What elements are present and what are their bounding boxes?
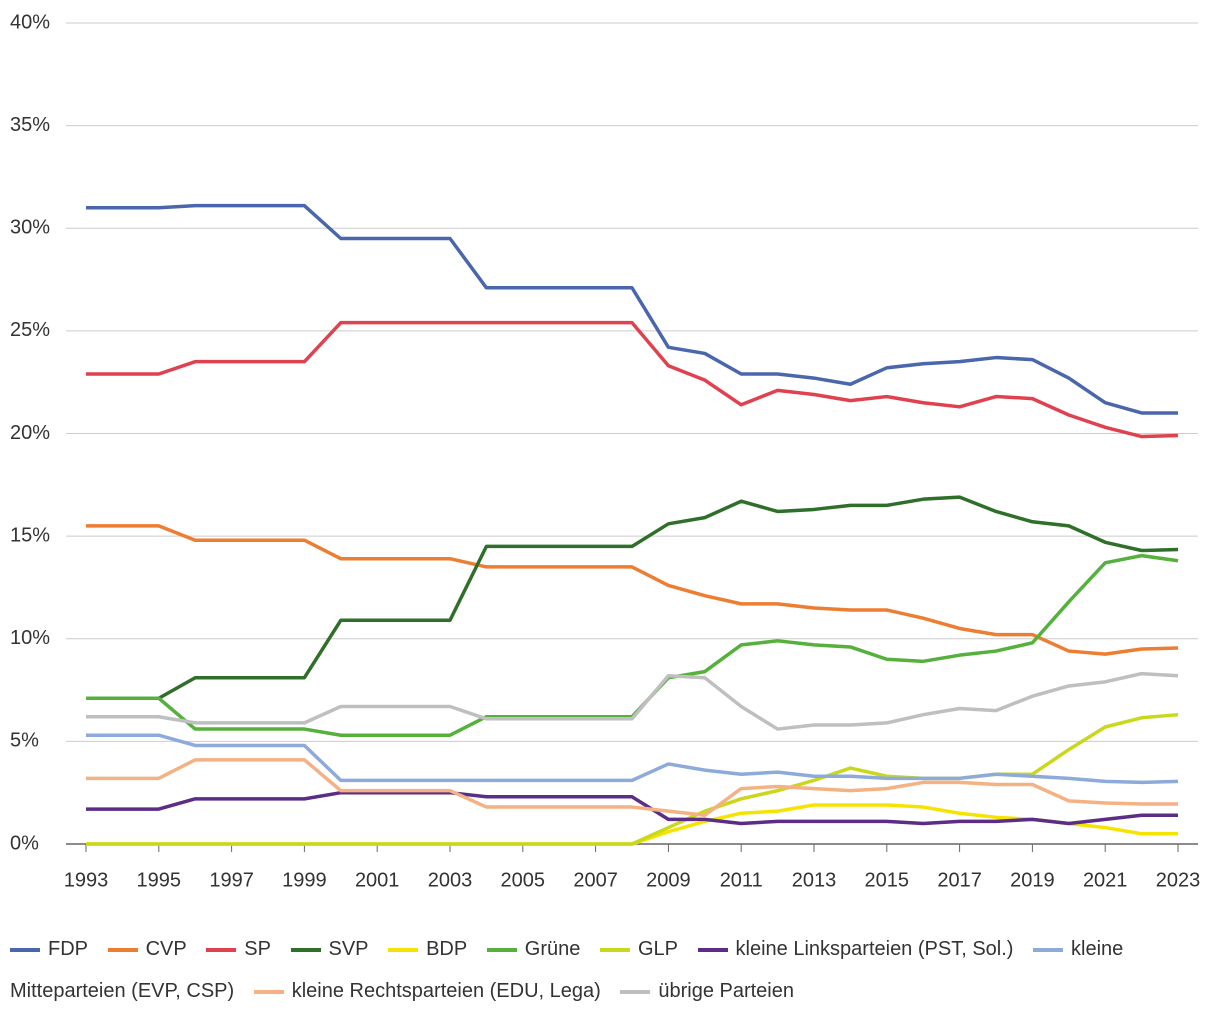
legend-item: BDP	[388, 938, 467, 960]
x-tick-label: 2005	[501, 869, 546, 891]
x-tick-label: 2023	[1156, 869, 1201, 891]
legend-label: CVP	[145, 938, 187, 960]
legend-label: FDP	[48, 938, 88, 960]
y-tick-label: 30%	[10, 217, 50, 239]
x-tick-label: 2011	[720, 869, 763, 891]
series-line	[86, 758, 1178, 818]
series-line	[86, 733, 1179, 785]
legend-swatch	[697, 947, 728, 952]
x-tick-label: 2003	[428, 869, 473, 891]
legend-item: GLP	[599, 938, 678, 960]
legend-label: übrige Parteien	[658, 980, 794, 1002]
legend-label: Grüne	[524, 938, 581, 960]
legend-label: kleine Mitteparteien (EVP, CSP)	[10, 938, 1124, 1002]
series-line	[86, 790, 1178, 826]
series-line	[86, 524, 1179, 656]
legend-swatch	[1033, 947, 1064, 952]
legend-swatch	[388, 947, 419, 952]
x-tick-label: 1995	[137, 869, 182, 891]
series-line	[86, 320, 1179, 439]
y-tick-label: 15%	[10, 524, 50, 546]
legend-label: kleine Rechtsparteien (EDU, Lega)	[291, 980, 601, 1002]
legend-item: FDP	[10, 938, 88, 960]
y-tick-label: 40%	[10, 11, 50, 33]
legend-swatch	[206, 947, 237, 952]
x-tick-label: 2001	[355, 869, 400, 891]
x-tick-label: 2013	[792, 869, 837, 891]
legend-swatch	[599, 947, 630, 952]
y-tick-label: 20%	[10, 422, 50, 444]
legend-item: CVP	[107, 938, 187, 960]
legend-item: Grüne	[486, 938, 581, 960]
legend-swatch	[486, 947, 517, 952]
legend-swatch	[107, 947, 138, 952]
series-line	[86, 495, 1179, 701]
legend-label: BDP	[426, 938, 468, 960]
legend-label: SVP	[328, 938, 369, 960]
y-tick-label: 5%	[10, 730, 39, 752]
x-tick-label: 2019	[1010, 869, 1055, 891]
legend-item: SVP	[290, 938, 369, 960]
legend-swatch	[10, 947, 40, 952]
legend-item: SP	[206, 938, 271, 960]
legend-swatch	[290, 947, 321, 952]
x-tick-label: 1999	[282, 869, 327, 891]
legend-label: GLP	[637, 938, 678, 960]
legend: FDP CVP SP SVP BDP Grüne GLP kleine Link…	[10, 928, 1210, 1012]
x-tick-label: 1993	[64, 869, 109, 891]
series-line	[86, 803, 1178, 846]
series-line	[86, 671, 1179, 731]
x-tick-label: 2017	[937, 869, 982, 891]
series-line	[86, 553, 1179, 737]
x-tick-label: 2009	[646, 869, 691, 891]
y-tick-label: 10%	[10, 627, 50, 649]
x-tick-label: 1997	[209, 869, 254, 891]
legend-item: kleine Linksparteien (PST, Sol.)	[697, 938, 1014, 960]
chart: 0% 5% 10% 15% 20% 25% 30% 35% 40% 1993 1995 1997 199…	[10, 11, 1201, 891]
legend-label: kleine Linksparteien (PST, Sol.)	[735, 938, 1014, 960]
legend-item: kleine Rechtsparteien (EDU, Lega)	[253, 980, 601, 1002]
y-tick-label: 0%	[10, 832, 39, 854]
x-tick-label: 2015	[865, 869, 910, 891]
legend-item: kleine Mitteparteien (EVP, CSP)	[10, 938, 1123, 1002]
x-tick-label: 2007	[573, 869, 618, 891]
legend-label: SP	[244, 938, 271, 960]
legend-item: übrige Parteien	[620, 980, 794, 1002]
series-line	[86, 203, 1178, 415]
y-tick-label: 25%	[10, 319, 50, 341]
x-tick-label: 2021	[1083, 869, 1128, 891]
y-tick-label: 35%	[10, 114, 50, 136]
legend-swatch	[620, 989, 651, 994]
legend-swatch	[253, 989, 284, 994]
